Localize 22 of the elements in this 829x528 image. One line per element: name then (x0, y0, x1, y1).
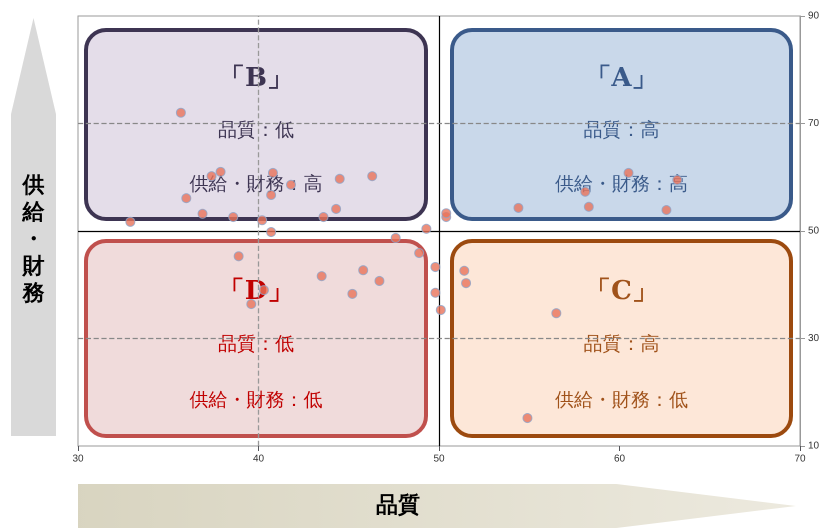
y-tick-label: 10 (808, 440, 820, 452)
annotation: 供給・財務：高 (554, 172, 689, 198)
annotation: 「A」 (584, 63, 659, 94)
y-tick-label: 30 (808, 333, 820, 344)
y-tick-label: 70 (808, 118, 820, 129)
x-tick-label: 30 (72, 454, 84, 464)
x-tick-label: 50 (433, 454, 445, 464)
annotation: 「C」 (584, 276, 659, 306)
x-tick-label: 40 (252, 454, 264, 464)
y-tick-label: 50 (808, 226, 820, 236)
y-axis-title: 供給・財務 (21, 172, 46, 307)
annotation: 「D」 (218, 276, 294, 306)
annotation: 「B」 (218, 63, 294, 94)
annotation: 供給・財務：低 (188, 388, 324, 414)
x-tick-label: 60 (614, 454, 626, 464)
x-tick-label: 70 (794, 454, 806, 464)
x-axis-title: 品質 (375, 492, 421, 520)
annotation: 供給・財務：低 (554, 388, 689, 414)
annotation: 供給・財務：高 (188, 172, 324, 198)
y-tick-label: 90 (808, 10, 820, 22)
annotation: 品質：高 (582, 332, 660, 358)
annotation: 品質：低 (217, 332, 295, 358)
